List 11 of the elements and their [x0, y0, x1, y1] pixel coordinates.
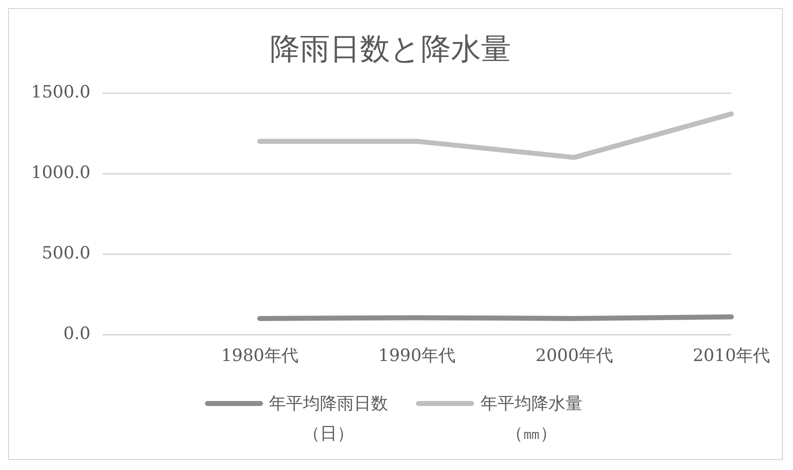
legend-label: 年平均降水量（㎜）: [479, 393, 584, 446]
x-tick-label: 1990年代: [378, 346, 456, 366]
y-tick-label: 1000.0: [31, 162, 90, 183]
chart-title: 降雨日数と降水量: [270, 32, 511, 67]
y-tick-label: 1500.0: [31, 82, 90, 102]
x-tick-label: 2010年代: [692, 346, 770, 366]
x-tick-label: 1980年代: [221, 346, 298, 366]
legend-label: 年平均降雨日数（日）: [268, 393, 389, 446]
y-tick-label: 0.0: [63, 324, 90, 344]
y-tick-label: 500.0: [42, 243, 90, 264]
x-tick-label: 2000年代: [536, 346, 613, 366]
